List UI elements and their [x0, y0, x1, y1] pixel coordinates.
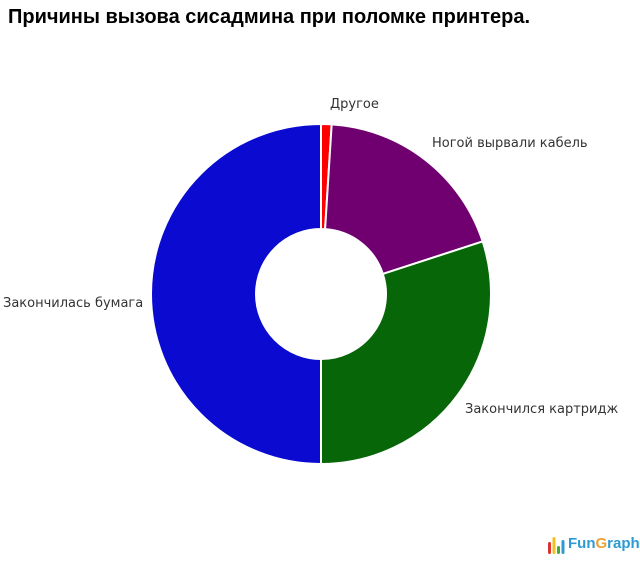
slice-label-cartridge: Закончился картридж [465, 402, 619, 417]
pie-slice-1 [324, 123, 484, 275]
logo-text-raph: raph [607, 534, 640, 552]
pie-slice-3 [150, 123, 322, 465]
pie-slice-2 [320, 240, 492, 465]
slice-label-paper: Закончилась бумага [3, 296, 144, 311]
logo-text-fun: Fun [568, 534, 596, 552]
chart-title: Причины вызова сисадмина при поломке при… [8, 6, 531, 28]
fungraph-logo-text: FunGraph [568, 536, 640, 551]
slice-label-cable: Ногой вырвали кабель [432, 136, 588, 151]
fungraph-logo[interactable]: FunGraph [548, 531, 640, 555]
bar-chart-icon [548, 537, 565, 554]
slice-label-other: Другое [330, 97, 379, 112]
logo-text-g: G [595, 534, 608, 552]
